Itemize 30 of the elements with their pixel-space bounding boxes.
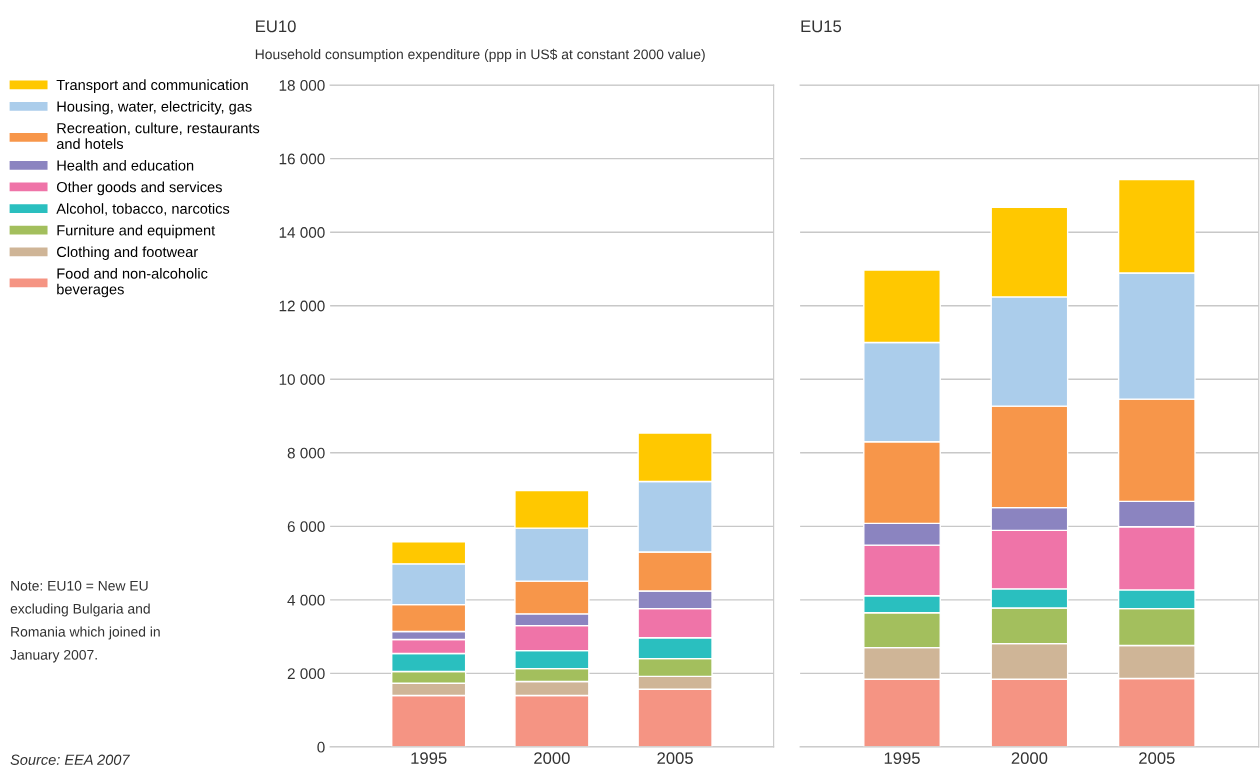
y-tick-label: 0	[317, 741, 325, 753]
chart-title: EU10	[256, 20, 296, 33]
legend-label: Recreation, culture, restaurants and hotels	[56, 122, 260, 150]
x-tick-label: 1995	[884, 752, 920, 765]
x-tick-label: 2005	[1139, 752, 1175, 765]
x-tick-label: 2005	[657, 752, 693, 765]
chart-subtitle: Household consumption expenditure (ppp in US$ at constant 2000 value)	[255, 48, 705, 62]
y-tick-label: 12 000	[279, 300, 325, 312]
legend-label: Clothing and footwear	[57, 246, 198, 260]
legend-label: Alcohol, tobacco, narcotics	[56, 203, 230, 216]
source-note: Source: EEA 2007	[10, 754, 130, 765]
y-tick-label: 6 000	[287, 521, 325, 533]
y-tick-label: 4 000	[287, 594, 325, 606]
x-tick-label: 2000	[1011, 752, 1048, 765]
legend-label: Health and education	[57, 159, 194, 171]
legend-label: Food and non-alcoholic beverages	[57, 267, 208, 298]
legend-label: Housing, water, electricity, gas	[57, 100, 252, 115]
legend-label: Furniture and equipment	[57, 224, 216, 239]
y-tick-label: 10 000	[279, 374, 325, 385]
text: Note: EU10 = New EU excluding Bulgaria and Romania which joined in January 2007.	[10, 580, 160, 663]
legend-label: Other goods and services	[56, 181, 222, 196]
y-tick-label: 2 000	[287, 668, 325, 680]
y-tick-label: 8 000	[287, 447, 325, 459]
x-tick-label: 1995	[411, 752, 447, 765]
x-tick-label: 2000	[534, 752, 570, 765]
legend-label: Transport and communication	[56, 79, 248, 93]
y-tick-label: 18 000	[279, 80, 325, 91]
chart-title: EU15	[801, 20, 842, 33]
y-tick-label: 16 000	[279, 153, 325, 165]
y-tick-label: 14 000	[279, 227, 325, 238]
